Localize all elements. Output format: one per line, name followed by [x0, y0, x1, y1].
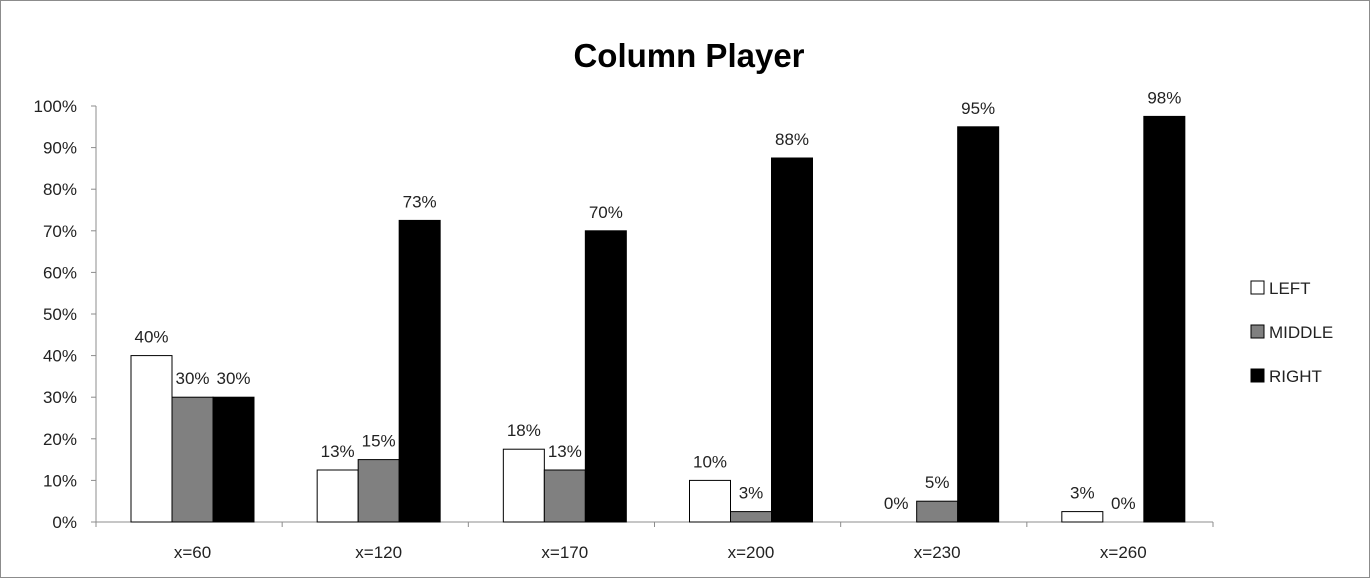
legend-swatch-left: [1250, 280, 1265, 295]
y-tick-label: 20%: [43, 430, 77, 449]
bar-right: [212, 396, 255, 523]
bar-left: [316, 469, 359, 523]
y-tick-label: 80%: [43, 180, 77, 199]
data-label: 0%: [884, 494, 909, 513]
data-label: 0%: [1111, 494, 1136, 513]
bar-middle: [357, 459, 400, 523]
data-label: 70%: [589, 203, 623, 222]
y-tick-label: 100%: [34, 97, 77, 116]
legend-label-right: RIGHT: [1269, 367, 1322, 386]
data-label: 13%: [548, 442, 582, 461]
x-tick-label: x=260: [1100, 543, 1147, 562]
data-label: 5%: [925, 473, 950, 492]
data-label: 3%: [739, 484, 764, 503]
bar-right: [1143, 115, 1186, 523]
bar-right: [398, 219, 441, 523]
bar-middle: [916, 500, 959, 523]
data-label: 40%: [134, 328, 168, 347]
data-label: 10%: [693, 452, 727, 471]
legend: LEFT MIDDLE RIGHT: [1250, 279, 1333, 386]
data-label: 3%: [1070, 484, 1095, 503]
bar-middle: [171, 396, 214, 523]
data-label: 30%: [175, 369, 209, 388]
y-tick-label: 30%: [43, 388, 77, 407]
data-labels: 40% 30% 30% 13% 15% 73% 18% 13% 70% 10% 3% 88% 0% 5% 9…: [134, 88, 1181, 513]
bar-left: [130, 355, 173, 523]
y-tick-label: 40%: [43, 347, 77, 366]
y-tick-label: 0%: [52, 513, 77, 532]
data-label: 15%: [362, 432, 396, 451]
data-label: 88%: [775, 130, 809, 149]
axes: 0% 10% 20% 30% 40% 50% 60% 70% 80% 90% 100% x=60 x=1…: [34, 97, 1214, 562]
bar-left: [1061, 511, 1104, 523]
legend-label-left: LEFT: [1269, 279, 1311, 298]
y-tick-label: 60%: [43, 263, 77, 282]
x-tick-label: x=120: [355, 543, 402, 562]
bar-right: [584, 230, 627, 523]
bar-left: [689, 479, 731, 523]
x-tick-label: x=170: [541, 543, 588, 562]
x-tick-label: x=200: [728, 543, 775, 562]
legend-swatch-right: [1250, 368, 1265, 383]
bar-middle: [730, 511, 772, 523]
y-tick-label: 50%: [43, 305, 77, 324]
bar-right: [771, 157, 813, 523]
x-tick-label: x=60: [174, 543, 211, 562]
bars: [130, 115, 1186, 523]
bar-right: [957, 126, 1000, 523]
data-label: 73%: [403, 192, 437, 211]
y-tick-label: 10%: [43, 471, 77, 490]
bar-middle: [543, 469, 586, 523]
legend-swatch-middle: [1250, 324, 1265, 339]
data-label: 30%: [216, 369, 250, 388]
data-label: 98%: [1147, 88, 1181, 107]
chart-title: Column Player: [573, 37, 804, 74]
bar-left: [502, 448, 545, 523]
data-label: 13%: [321, 442, 355, 461]
y-tick-label: 90%: [43, 139, 77, 158]
data-label: 18%: [507, 421, 541, 440]
x-tick-label: x=230: [914, 543, 961, 562]
legend-label-middle: MIDDLE: [1269, 323, 1333, 342]
data-label: 95%: [961, 99, 995, 118]
y-tick-label: 70%: [43, 222, 77, 241]
